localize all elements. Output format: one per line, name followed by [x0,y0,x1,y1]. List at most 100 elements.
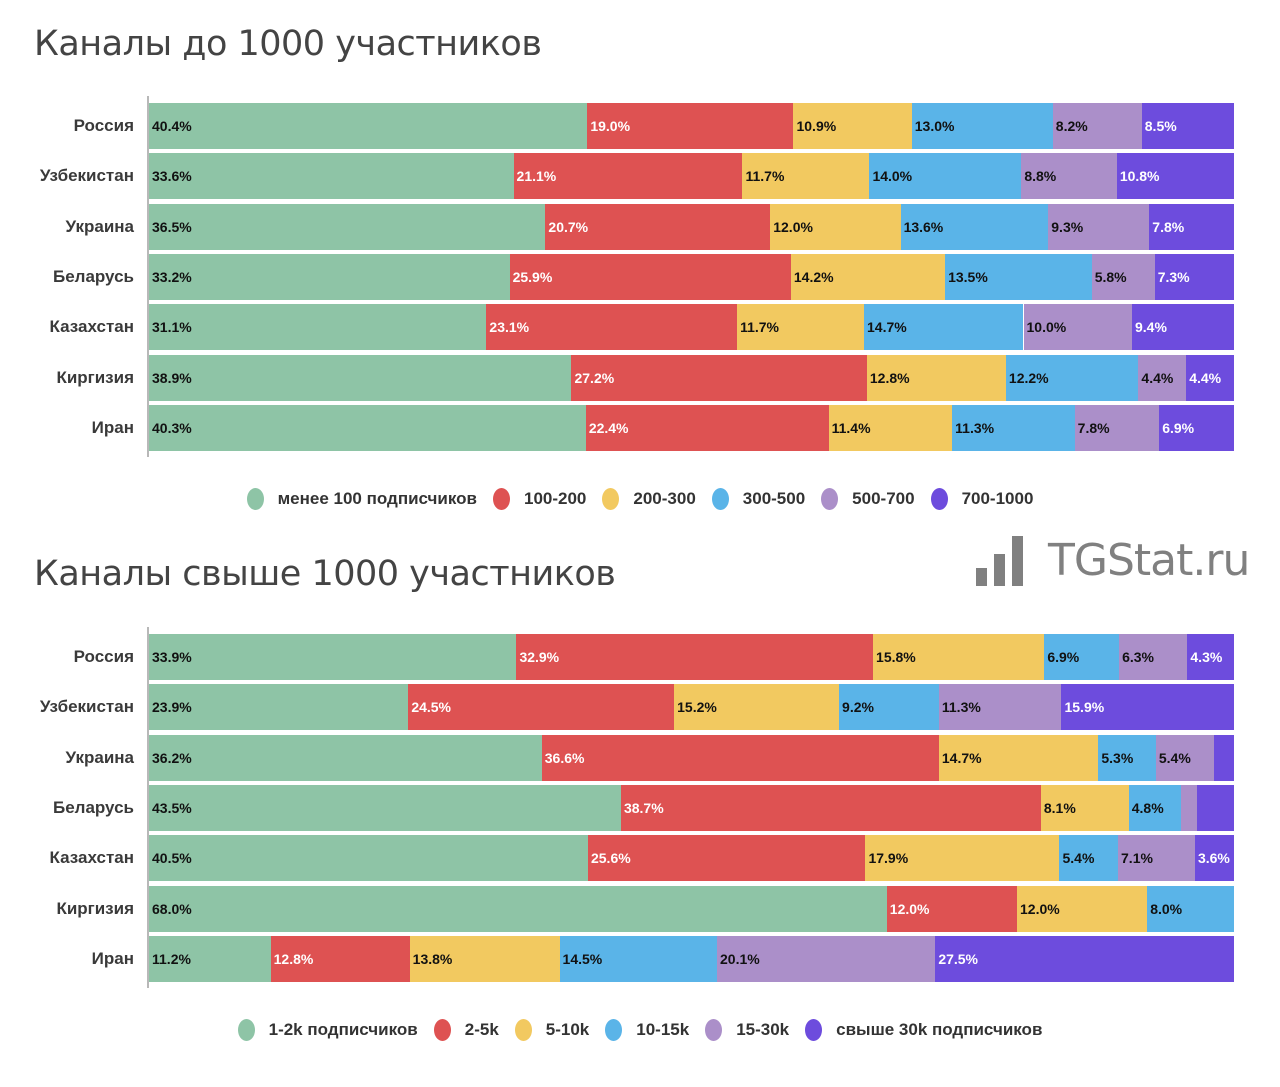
bar-segment [1180,784,1198,831]
bar-segment [149,153,514,200]
data-label: 12.0% [1020,900,1060,917]
data-label: 43.5% [152,799,192,816]
bar-segment [866,354,1006,401]
bar-segment [149,784,621,831]
bar-segment [1061,684,1234,731]
bar-segment [1118,835,1195,882]
bar-segment [938,684,1062,731]
category-label: Киргизия [56,367,134,387]
bar-segment [742,153,870,200]
bar-segment [1021,153,1117,200]
bar-segment [945,253,1092,300]
bar-segment [149,935,271,982]
bar-segment [1098,734,1156,781]
bar-segment [513,153,743,200]
data-label: 36.5% [152,218,192,235]
bar-chart-logo-icon [976,536,1030,586]
legend-item: 700-1000 [930,488,1034,510]
bar-segment [1017,885,1148,932]
data-label: 14.5% [562,950,603,967]
bar-segment [1194,835,1234,882]
data-label: 10.0% [1026,319,1067,336]
data-label: 40.5% [152,850,192,867]
bar-segment [873,634,1045,680]
category-label: Беларусь [52,797,134,817]
data-label: 33.9% [152,649,192,665]
legend-label: 500-700 [852,489,915,508]
data-label: 8.5% [1144,118,1177,134]
bar-segment [149,354,572,401]
bar-segment [149,734,542,781]
logo-text: TGStat.ru [1048,535,1250,586]
data-label: 9.3% [1051,218,1084,235]
legend-item: 100-200 [493,488,586,510]
bar-segment [585,404,829,451]
bar-segment [1186,354,1234,401]
data-label: 36.2% [152,749,192,766]
data-label: 32.9% [519,649,560,665]
data-label: 10.9% [796,118,837,134]
data-label: 5.3% [1101,749,1134,766]
bar-segment [911,103,1053,149]
bar-segment [559,935,717,982]
data-label: 19.0% [590,118,631,134]
legend-color-dot-icon [805,1019,823,1041]
legend-color-dot-icon [433,1019,451,1041]
legend-label: 2-5k [464,1020,499,1039]
bar-segment [1052,103,1142,149]
legend-item: 500-700 [821,488,915,510]
bar-segment [149,684,409,731]
bar-segment [1116,153,1234,200]
legend-label: 5-10k [545,1020,590,1039]
bar-segment [149,885,887,932]
data-label: 5.4% [1062,850,1095,867]
data-label: 33.2% [152,268,192,285]
bar-segment [790,253,946,300]
bar-segment [865,835,1060,882]
category-label: Россия [73,647,134,666]
data-label: 5.8% [1094,268,1127,285]
legend-color-dot-icon [493,488,510,510]
bar-segment [1149,203,1234,250]
data-label: 13.8% [412,950,453,967]
data-label: 14.0% [872,168,913,185]
stacked-bar-chart-under-1000: Россия 40.4% 19.0% 10.9% 13.0% 8.2% 8.5% Узбеки… [0,96,1280,462]
bar-segment [571,354,867,401]
data-label: 27.2% [574,369,615,386]
category-label: Казахстан [49,317,134,337]
bar-segment [516,634,874,680]
legend-color-dot-icon [821,488,839,510]
data-label: 4.4% [1141,369,1174,386]
bar-segment [864,304,1024,351]
data-label: 5.4% [1158,749,1191,766]
data-label: 13.6% [903,218,944,235]
legend-item: менее 100 подписчиков [246,488,477,510]
data-label: 7.1% [1121,850,1153,867]
data-label: 12.8% [869,369,910,386]
data-label: 11.3% [955,419,995,436]
bar-segment [938,734,1099,781]
legend-label: 10-15k [636,1020,690,1039]
data-label: 3.6% [1197,850,1230,867]
category-label: Киргизия [56,898,134,918]
legend-label: 700-1000 [961,489,1034,508]
data-label: 4.4% [1189,369,1222,386]
bar-segment [587,103,794,149]
chart-title-under-1000: Каналы до 1000 участников [34,24,542,64]
bar-segment [1119,634,1188,680]
data-label: 8.8% [1024,168,1057,185]
legend-under-1000: менее 100 подписчиков 100-200 200-300 300-5… [0,488,1280,510]
data-label: 36.6% [544,749,585,766]
data-label: 22.4% [588,419,629,436]
legend-item: 5-10k [514,1019,590,1041]
bar-segment [1040,784,1129,831]
bar-segment [869,153,1022,200]
data-label: 12.2% [1008,369,1049,386]
bar-segment [1214,734,1234,781]
y-axis-line [147,627,149,989]
data-label: 6.9% [1162,419,1195,436]
legend-item: свыше 30k подписчиков [805,1019,1042,1041]
data-label: 24.5% [411,699,452,716]
bar-segment [1159,404,1234,451]
bar-segment [1044,634,1120,680]
